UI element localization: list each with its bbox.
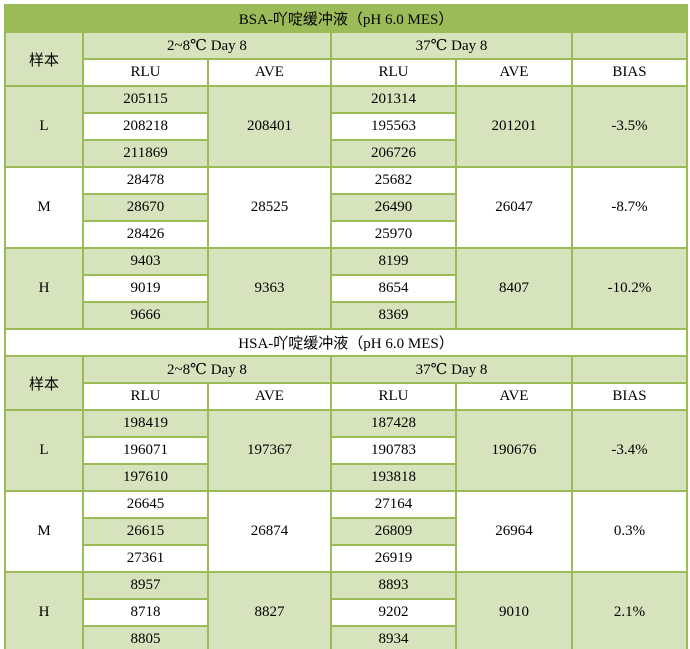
rlu-value: 25682: [330, 166, 457, 195]
rlu-value: 26490: [330, 193, 457, 222]
rlu-header: RLU: [82, 58, 209, 87]
rlu-value: 8369: [330, 301, 457, 330]
bias-header: BIAS: [570, 58, 689, 87]
bias-value: 0.3%: [570, 490, 689, 573]
rlu-value: 201314: [330, 85, 457, 114]
rlu-value: 206726: [330, 139, 457, 168]
rlu-value: 205115: [82, 85, 209, 114]
rlu-value: 193818: [330, 463, 457, 492]
ave-value: 26874: [207, 490, 332, 573]
bias-value: -3.5%: [570, 85, 689, 168]
rlu-value: 8893: [330, 571, 457, 600]
rlu-value: 8718: [82, 598, 209, 627]
rlu-value: 8957: [82, 571, 209, 600]
ave-value: 201201: [455, 85, 573, 168]
condition-header-37c: 37℃ Day 8: [330, 355, 573, 384]
header-corner-cell: [570, 31, 689, 60]
bias-value: -10.2%: [570, 247, 689, 330]
stability-table: BSA-吖啶缓冲液（pH 6.0 MES） 样本 2~8℃ Day 8 37℃ …: [3, 4, 689, 649]
header-corner-cell: [570, 355, 689, 384]
condition-header-2-8c: 2~8℃ Day 8: [82, 355, 332, 384]
rlu-value: 196071: [82, 436, 209, 465]
sample-label: M: [4, 490, 84, 573]
rlu-value: 27361: [82, 544, 209, 573]
ave-value: 9363: [207, 247, 332, 330]
ave-value: 8827: [207, 571, 332, 649]
bias-value: -3.4%: [570, 409, 689, 492]
sample-label: L: [4, 409, 84, 492]
ave-value: 190676: [455, 409, 573, 492]
ave-value: 208401: [207, 85, 332, 168]
rlu-value: 26615: [82, 517, 209, 546]
rlu-value: 211869: [82, 139, 209, 168]
rlu-value: 26809: [330, 517, 457, 546]
rlu-value: 28478: [82, 166, 209, 195]
rlu-value: 8934: [330, 625, 457, 649]
sample-label: H: [4, 571, 84, 649]
sample-column-header: 样本: [4, 31, 84, 87]
ave-value: 26047: [455, 166, 573, 249]
rlu-value: 198419: [82, 409, 209, 438]
ave-value: 26964: [455, 490, 573, 573]
rlu-value: 187428: [330, 409, 457, 438]
rlu-value: 190783: [330, 436, 457, 465]
ave-header: AVE: [207, 58, 332, 87]
rlu-value: 28670: [82, 193, 209, 222]
rlu-value: 9666: [82, 301, 209, 330]
rlu-value: 197610: [82, 463, 209, 492]
sample-label: L: [4, 85, 84, 168]
rlu-value: 9403: [82, 247, 209, 276]
ave-header: AVE: [207, 382, 332, 411]
rlu-value: 208218: [82, 112, 209, 141]
rlu-value: 26919: [330, 544, 457, 573]
ave-header: AVE: [455, 58, 573, 87]
rlu-value: 195563: [330, 112, 457, 141]
ave-value: 28525: [207, 166, 332, 249]
rlu-value: 8199: [330, 247, 457, 276]
bias-value: -8.7%: [570, 166, 689, 249]
condition-header-2-8c: 2~8℃ Day 8: [82, 31, 332, 60]
section-title-hsa: HSA-吖啶缓冲液（pH 6.0 MES）: [3, 328, 689, 357]
ave-value: 197367: [207, 409, 332, 492]
rlu-value: 26645: [82, 490, 209, 519]
rlu-value: 25970: [330, 220, 457, 249]
rlu-value: 8654: [330, 274, 457, 303]
rlu-value: 27164: [330, 490, 457, 519]
ave-value: 9010: [455, 571, 573, 649]
condition-header-37c: 37℃ Day 8: [330, 31, 573, 60]
bias-header: BIAS: [570, 382, 689, 411]
rlu-value: 28426: [82, 220, 209, 249]
ave-value: 8407: [455, 247, 573, 330]
bias-value: 2.1%: [570, 571, 689, 649]
section-title-bsa: BSA-吖啶缓冲液（pH 6.0 MES）: [3, 4, 689, 33]
sample-label: H: [4, 247, 84, 330]
rlu-header: RLU: [330, 58, 457, 87]
rlu-header: RLU: [330, 382, 457, 411]
sample-column-header: 样本: [4, 355, 84, 411]
rlu-value: 8805: [82, 625, 209, 649]
sample-label: M: [4, 166, 84, 249]
rlu-value: 9202: [330, 598, 457, 627]
ave-header: AVE: [455, 382, 573, 411]
rlu-header: RLU: [82, 382, 209, 411]
rlu-value: 9019: [82, 274, 209, 303]
